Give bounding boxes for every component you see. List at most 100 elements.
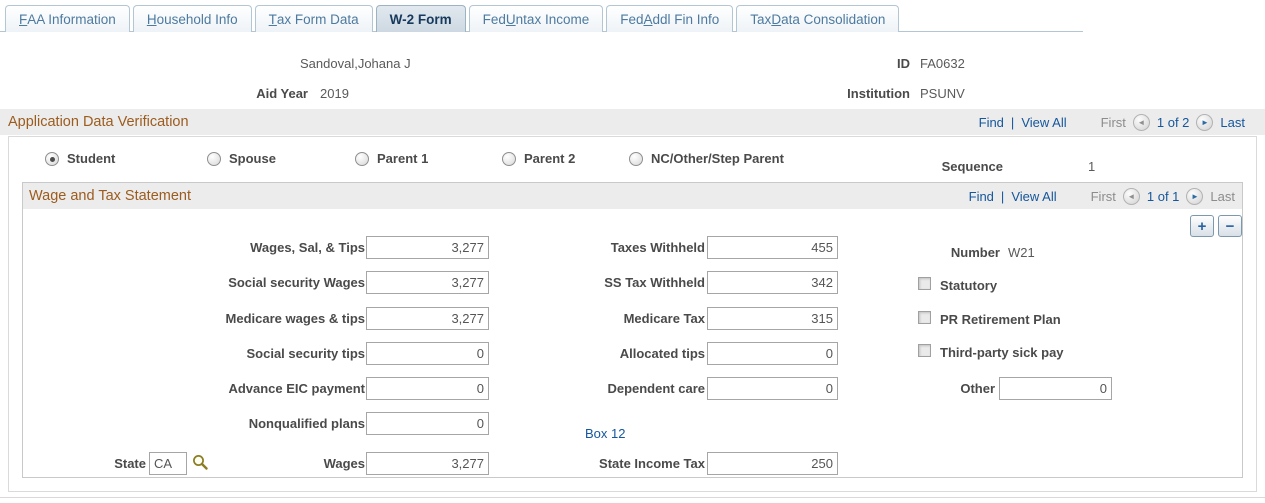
pr-retirement-plan-checkbox[interactable] [918,311,931,324]
pr-retirement-plan-checkbox-label: PR Retirement Plan [940,312,1061,327]
state-wages-input[interactable] [366,452,489,475]
dependent-care-input[interactable] [707,377,838,400]
section-title-wage-tax-statement: Wage and Tax Statement [29,188,192,204]
adv-group-box [8,136,1257,492]
taxes-withheld-label: Taxes Withheld [610,240,705,255]
wts-first-label: First [1090,188,1116,204]
bottom-divider [0,497,1265,498]
nonqualified-plans-label: Nonqualified plans [248,416,365,431]
parent1-radio-label: Parent 1 [377,151,429,166]
application-data-verification-bar: Application Data Verification [0,109,1265,135]
student-radio-label: Student [67,151,116,166]
wage-tax-statement-bar: Wage and Tax Statement [23,183,1242,209]
tab-w2-form[interactable]: W-2 Form [375,5,466,32]
wts-row-position: 1 of 1 [1146,188,1180,204]
ss-tax-withheld-input[interactable] [707,271,838,294]
radio-group-student[interactable]: Student [45,151,115,166]
medicare-wages-tips-label: Medicare wages & tips [225,311,365,326]
social-security-wages-input[interactable] [366,271,489,294]
social-security-wages-label: Social security Wages [228,275,365,290]
parent2-radio[interactable] [502,151,516,166]
adv-row-position: 1 of 2 [1156,114,1190,130]
number-value: W21 [1008,245,1035,260]
wts-view-all-link[interactable]: View All [1011,188,1057,204]
dependent-care-label: Dependent care [607,381,705,396]
student-radio[interactable] [45,151,59,166]
adv-find-link[interactable]: Find [978,114,1004,130]
box-12-link[interactable]: Box 12 [585,426,626,441]
aid-year-label: Aid Year [256,86,308,101]
social-security-tips-label: Social security tips [246,346,366,361]
institution-value: PSUNV [920,86,965,101]
wts-last-label: Last [1210,188,1235,204]
adv-next-row-icon[interactable]: ► [1196,113,1214,131]
statutory-checkbox-label: Statutory [940,278,998,293]
student-name: Sandoval,Johana J [300,56,411,71]
wage-tax-statement-box [22,182,1243,478]
state-income-tax-input[interactable] [707,452,838,475]
parent1-radio[interactable] [355,151,369,166]
social-security-tips-input[interactable] [366,342,489,365]
nc-other-step-parent-radio[interactable] [629,151,643,166]
aid-year-value: 2019 [320,86,349,101]
number-label: Number [950,245,1000,260]
state-label: State [114,456,146,471]
medicare-tax-label: Medicare Tax [623,311,705,326]
adv-first-label: First [1100,114,1126,130]
spouse-radio-label: Spouse [229,151,276,166]
state-income-tax-label: State Income Tax [599,456,705,471]
wts-next-row-icon[interactable]: ► [1186,187,1204,205]
radio-group-spouse[interactable]: Spouse [207,151,276,166]
adv-nav-divider: | [1010,114,1015,130]
other-input[interactable] [999,377,1112,400]
adv-view-all-link[interactable]: View All [1021,114,1067,130]
tab-faa-information[interactable]: F AA Information [5,5,130,32]
wts-find-link[interactable]: Find [968,188,994,204]
wts-nav-divider: | [1000,188,1005,204]
allocated-tips-label: Allocated tips [619,346,705,361]
third-party-sick-pay-checkbox-label: Third-party sick pay [940,345,1064,360]
state-wages-label: Wages [323,456,365,471]
radio-group-parent1[interactable]: Parent 1 [355,151,428,166]
sequence-label: Sequence [941,159,1003,174]
wages-sal-tips-label: Wages, Sal, & Tips [250,240,365,255]
adv-scroll-nav: Find | View All First ◄ 1 of 2 ► Last [979,109,1245,135]
remove-row-button[interactable]: − [1218,215,1242,237]
medicare-tax-input[interactable] [707,307,838,330]
adv-last-link[interactable]: Last [1220,114,1245,130]
nc-other-step-parent-radio-label: NC/Other/Step Parent [651,151,784,166]
allocated-tips-input[interactable] [707,342,838,365]
sequence-value: 1 [1088,159,1096,174]
id-value: FA0632 [920,56,965,71]
advance-eic-payment-input[interactable] [366,377,489,400]
institution-label: Institution [847,86,910,101]
statutory-checkbox[interactable] [918,277,931,290]
advance-eic-payment-label: Advance EIC payment [228,381,365,396]
wts-scroll-nav: Find | View All First ◄ 1 of 1 ► Last [969,183,1235,209]
adv-previous-row-icon[interactable]: ◄ [1132,113,1150,131]
section-title-application-data-verification: Application Data Verification [8,114,189,130]
state-input[interactable] [149,452,187,475]
add-row-button[interactable]: + [1190,215,1214,237]
ss-tax-withheld-label: SS Tax Withheld [604,275,705,290]
medicare-wages-tips-input[interactable] [366,307,489,330]
state-lookup-magnifier-icon[interactable] [191,453,210,477]
id-label: ID [897,56,910,71]
radio-group-parent2[interactable]: Parent 2 [502,151,575,166]
spouse-radio[interactable] [207,151,221,166]
taxes-withheld-input[interactable] [707,236,838,259]
radio-group-nc-other-step-parent[interactable]: NC/Other/Step Parent [629,151,784,166]
third-party-sick-pay-checkbox[interactable] [918,344,931,357]
wages-sal-tips-input[interactable] [366,236,489,259]
nonqualified-plans-input[interactable] [366,412,489,435]
parent2-radio-label: Parent 2 [524,151,576,166]
wts-previous-row-icon[interactable]: ◄ [1122,187,1140,205]
other-label: Other [960,381,995,396]
